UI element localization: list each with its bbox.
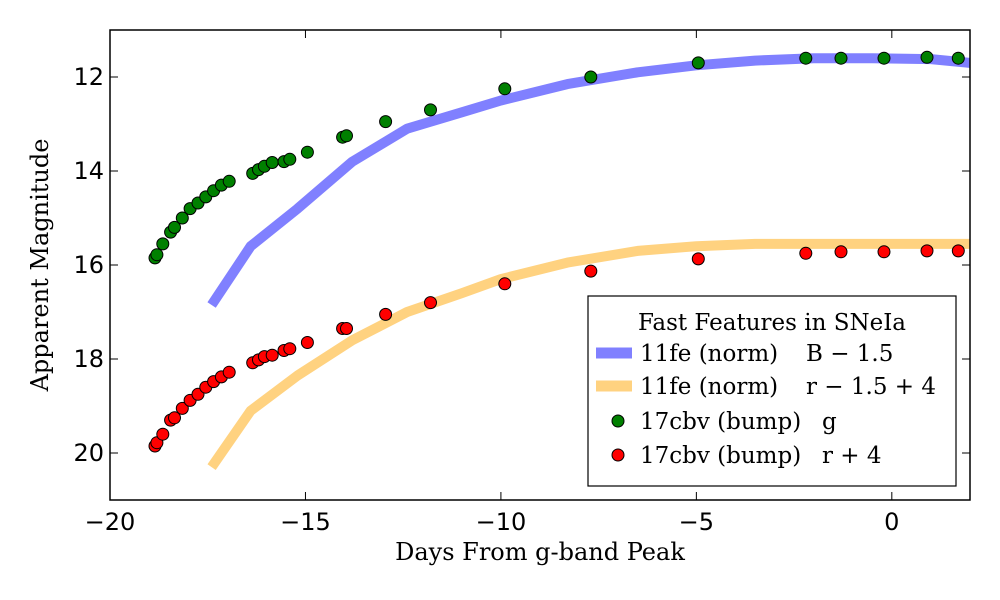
data-point — [300, 145, 314, 159]
data-point — [951, 51, 965, 65]
legend-math-11fe-r: r − 1.5 + 4 — [806, 374, 936, 400]
legend-marker-17cbv-r — [611, 448, 625, 462]
data-point — [222, 174, 236, 188]
data-point — [951, 244, 965, 258]
data-point — [424, 103, 437, 117]
data-point — [834, 51, 848, 65]
data-point — [168, 220, 181, 234]
data-point — [877, 51, 891, 65]
data-point — [834, 245, 848, 259]
y-axis-title: Apparent Magnitude — [26, 139, 54, 393]
legend-frame — [587, 295, 957, 487]
data-point — [156, 427, 170, 441]
data-point — [920, 244, 934, 258]
x-tick-label: 0 — [884, 508, 899, 536]
data-point — [691, 56, 705, 70]
x-tick-label: −10 — [476, 508, 527, 536]
legend-title: Fast Features in SNeIa — [638, 310, 906, 336]
data-point — [175, 401, 189, 415]
legend-marker-17cbv-g — [611, 414, 625, 428]
x-tick-label: −20 — [85, 508, 136, 536]
legend-label-11fe-b: 11fe (norm) — [640, 341, 778, 367]
legend: Fast Features in SNeIa 11fe (norm) B − 1… — [587, 295, 957, 487]
x-axis-title: Days From g-band Peak — [395, 538, 685, 566]
data-point — [150, 248, 164, 262]
data-point — [584, 264, 598, 278]
y-tick-label: 20 — [73, 439, 104, 467]
data-point — [498, 82, 512, 96]
data-point — [283, 152, 297, 166]
legend-label-17cbv-g: 17cbv (bump) — [640, 409, 801, 435]
data-point — [156, 237, 170, 251]
data-point — [424, 296, 437, 310]
data-point — [920, 50, 934, 64]
legend-label-11fe-r: 11fe (norm) — [640, 374, 778, 400]
y-tick-label: 18 — [73, 345, 104, 373]
data-point — [379, 307, 393, 321]
legend-label-17cbv-r: 17cbv (bump) — [640, 443, 801, 469]
data-point — [799, 51, 813, 65]
data-point — [300, 336, 314, 349]
series-line-11fe-norm-b-1-5 — [207, 53, 970, 308]
data-point — [222, 365, 236, 379]
data-point — [283, 342, 297, 356]
series-layer — [148, 50, 970, 470]
y-tick-label: 16 — [73, 251, 104, 279]
data-point — [340, 129, 353, 143]
y-tick-label: 14 — [73, 157, 104, 185]
series-line-11fe-norm-r-1-5-4 — [207, 238, 970, 470]
data-point — [265, 348, 279, 362]
legend-math-17cbv-g: g — [822, 409, 837, 435]
data-point — [175, 211, 189, 225]
data-point — [584, 70, 598, 84]
data-point — [877, 245, 891, 259]
x-tick-label: −15 — [280, 508, 331, 536]
y-tick-label: 12 — [73, 63, 104, 91]
data-point — [799, 246, 813, 260]
legend-math-11fe-b: B − 1.5 — [806, 341, 893, 367]
data-point — [379, 115, 393, 129]
series-17cbv-bump-r-4 — [148, 244, 965, 453]
data-point — [168, 411, 181, 425]
legend-math-17cbv-r: r + 4 — [822, 443, 882, 469]
data-point — [265, 156, 279, 169]
data-point — [691, 252, 705, 266]
series-17cbv-bump-g — [148, 50, 965, 265]
data-point — [340, 322, 353, 335]
x-tick-label: −5 — [679, 508, 714, 536]
ticks-layer: −20 −15 −10 −5 0 12 14 16 18 20 — [73, 30, 970, 536]
data-point — [498, 277, 512, 291]
